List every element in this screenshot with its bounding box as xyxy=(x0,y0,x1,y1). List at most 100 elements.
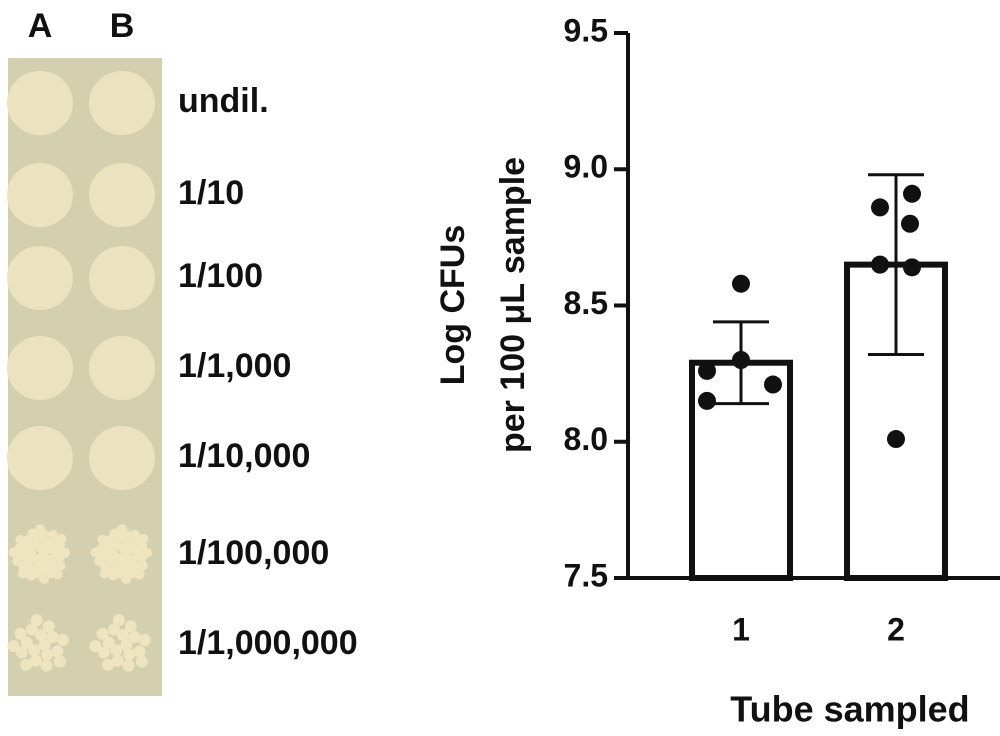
y-tick-label: 8.5 xyxy=(564,285,608,321)
dilution-label: 1/100 xyxy=(178,257,263,295)
colony xyxy=(135,655,148,668)
data-point xyxy=(732,274,750,293)
colony xyxy=(102,636,115,649)
colony-spot xyxy=(89,336,155,400)
dilution-label: 1/10 xyxy=(178,174,244,212)
colony-spot xyxy=(7,336,73,400)
colony xyxy=(59,547,70,558)
data-point xyxy=(887,430,905,449)
colony xyxy=(89,640,102,653)
data-point xyxy=(903,184,921,203)
colony-spot xyxy=(7,426,73,490)
colony-spot xyxy=(7,71,73,135)
colony xyxy=(20,636,33,649)
colony xyxy=(25,623,38,636)
data-point xyxy=(901,214,919,233)
colony xyxy=(21,542,32,553)
colony-spot xyxy=(89,246,155,310)
colony xyxy=(8,547,19,558)
colony xyxy=(120,639,133,651)
column-label: A xyxy=(28,7,53,45)
colony xyxy=(116,628,129,641)
colony xyxy=(56,633,69,646)
y-tick-label: 9.0 xyxy=(564,149,608,185)
colony xyxy=(138,633,151,646)
colony xyxy=(112,614,125,627)
colony xyxy=(117,524,128,535)
colony xyxy=(40,659,53,672)
colony-spot xyxy=(89,426,155,490)
colony xyxy=(52,569,63,580)
colony xyxy=(27,528,38,539)
colony xyxy=(51,645,64,658)
colony xyxy=(17,568,28,579)
colony xyxy=(109,528,120,539)
colony xyxy=(12,555,23,566)
colony xyxy=(99,568,110,579)
colony xyxy=(122,537,133,548)
colony xyxy=(97,534,108,545)
colony xyxy=(128,630,141,643)
colony xyxy=(137,560,148,571)
y-tick-label: 9.5 xyxy=(564,12,608,48)
colony xyxy=(7,640,20,653)
colony xyxy=(107,623,120,636)
dilution-label: 1/100,000 xyxy=(178,534,329,572)
colony xyxy=(121,573,132,584)
x-tick-label: 1 xyxy=(732,611,750,647)
dilution-label: 1/10,000 xyxy=(178,437,310,475)
colony-spot xyxy=(7,163,73,227)
colony xyxy=(35,524,46,535)
colony xyxy=(39,573,50,584)
y-tick-label: 7.5 xyxy=(564,557,608,593)
colony xyxy=(14,627,27,640)
colony xyxy=(123,648,136,661)
data-point xyxy=(871,255,889,274)
colony xyxy=(34,628,47,641)
colony xyxy=(90,547,101,558)
colony xyxy=(41,648,54,661)
y-tick-label: 8.0 xyxy=(564,421,608,457)
colony xyxy=(141,547,152,558)
data-point xyxy=(903,258,921,277)
colony xyxy=(94,555,105,566)
colony xyxy=(133,645,146,658)
colony xyxy=(124,620,137,633)
y-axis-label: Log CFUs xyxy=(434,225,472,386)
colony-spot xyxy=(7,246,73,310)
colony xyxy=(110,644,123,657)
x-tick-label: 2 xyxy=(887,611,905,647)
dilution-label: undil. xyxy=(178,82,269,120)
colony xyxy=(138,533,149,544)
colony xyxy=(47,529,58,540)
dilution-label: 1/1,000 xyxy=(178,347,291,385)
colony xyxy=(20,658,33,671)
colony xyxy=(28,644,41,657)
colony xyxy=(29,654,42,667)
colony xyxy=(15,534,26,545)
colony xyxy=(46,630,59,643)
colony xyxy=(15,646,28,659)
colony xyxy=(97,646,110,659)
data-point xyxy=(871,198,889,217)
colony xyxy=(55,560,66,571)
colony-spot xyxy=(89,163,155,227)
dilution-label: 1/1,000,000 xyxy=(178,624,358,662)
colony xyxy=(111,654,124,667)
colony-spot xyxy=(89,71,155,135)
data-point xyxy=(698,361,716,380)
colony xyxy=(40,537,51,548)
colony xyxy=(134,569,145,580)
colony xyxy=(30,614,43,627)
data-point xyxy=(764,375,782,394)
colony xyxy=(53,655,66,668)
colony xyxy=(108,570,119,581)
colony xyxy=(122,659,135,672)
data-point xyxy=(732,351,750,369)
colony xyxy=(38,639,51,651)
colony xyxy=(102,658,115,671)
colony xyxy=(26,570,37,581)
x-axis-label: Tube sampled xyxy=(730,689,969,730)
data-point xyxy=(698,391,716,410)
